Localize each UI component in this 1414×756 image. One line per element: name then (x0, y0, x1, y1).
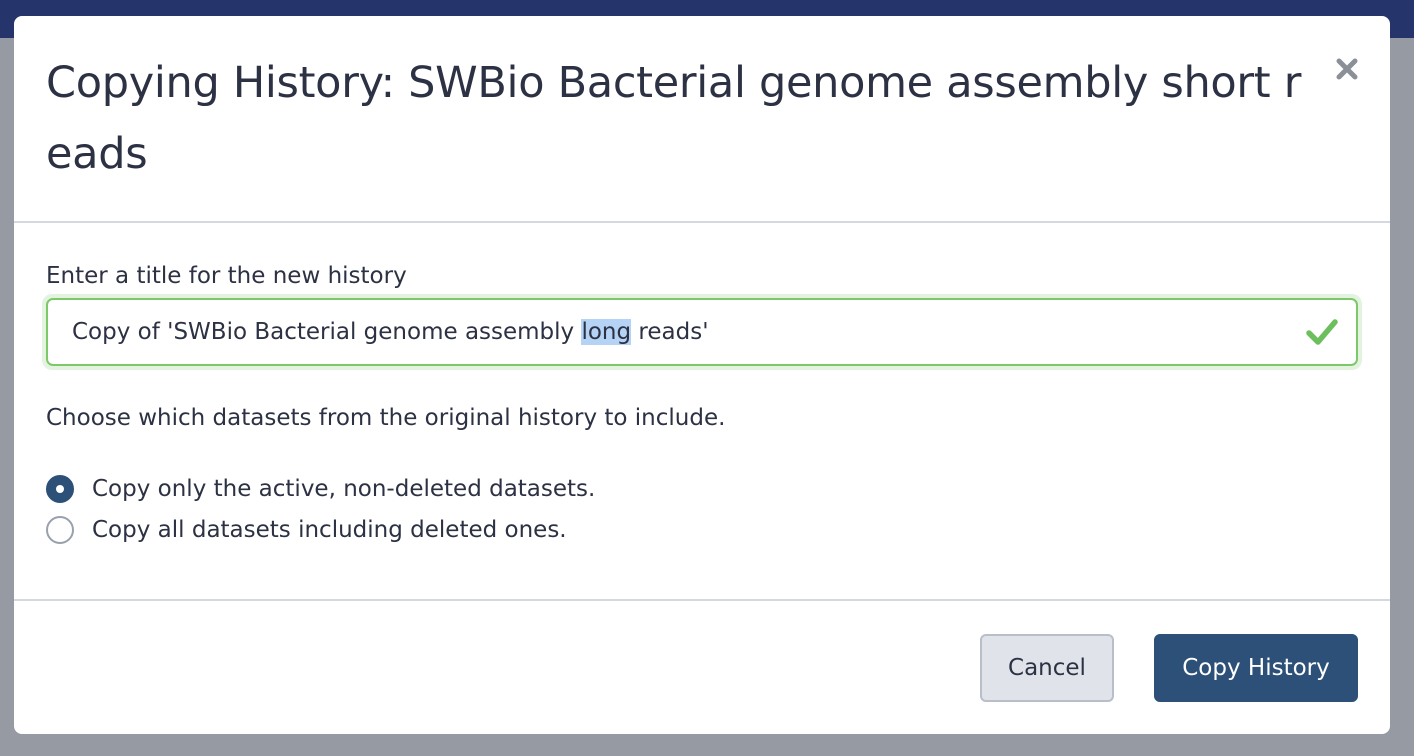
radio-active-label: Copy only the active, non-deleted datase… (92, 476, 596, 502)
title-field-label: Enter a title for the new history (46, 263, 407, 289)
cancel-button[interactable]: Cancel (980, 634, 1114, 702)
radio-all-datasets[interactable] (46, 516, 74, 544)
history-title-input[interactable] (46, 298, 1358, 366)
modal-header: Copying History: SWBio Bacterial genome … (14, 16, 1390, 223)
modal-body: Enter a title for the new history Choose… (14, 223, 1390, 599)
checkmark-icon (1306, 319, 1338, 345)
copy-history-button[interactable]: Copy History (1154, 634, 1358, 702)
copy-history-modal: Copying History: SWBio Bacterial genome … (14, 16, 1390, 734)
radio-option-all[interactable]: Copy all datasets including deleted ones… (46, 513, 567, 547)
title-input-wrapper (42, 294, 1362, 370)
modal-title: Copying History: SWBio Bacterial genome … (46, 58, 1302, 179)
dataset-choice-label: Choose which datasets from the original … (46, 405, 726, 431)
radio-all-label: Copy all datasets including deleted ones… (92, 517, 567, 543)
radio-active-datasets[interactable] (46, 475, 74, 503)
radio-option-active[interactable]: Copy only the active, non-deleted datase… (46, 472, 595, 506)
close-button[interactable] (1332, 54, 1362, 84)
close-icon (1336, 58, 1358, 80)
modal-footer: Cancel Copy History (14, 599, 1390, 734)
